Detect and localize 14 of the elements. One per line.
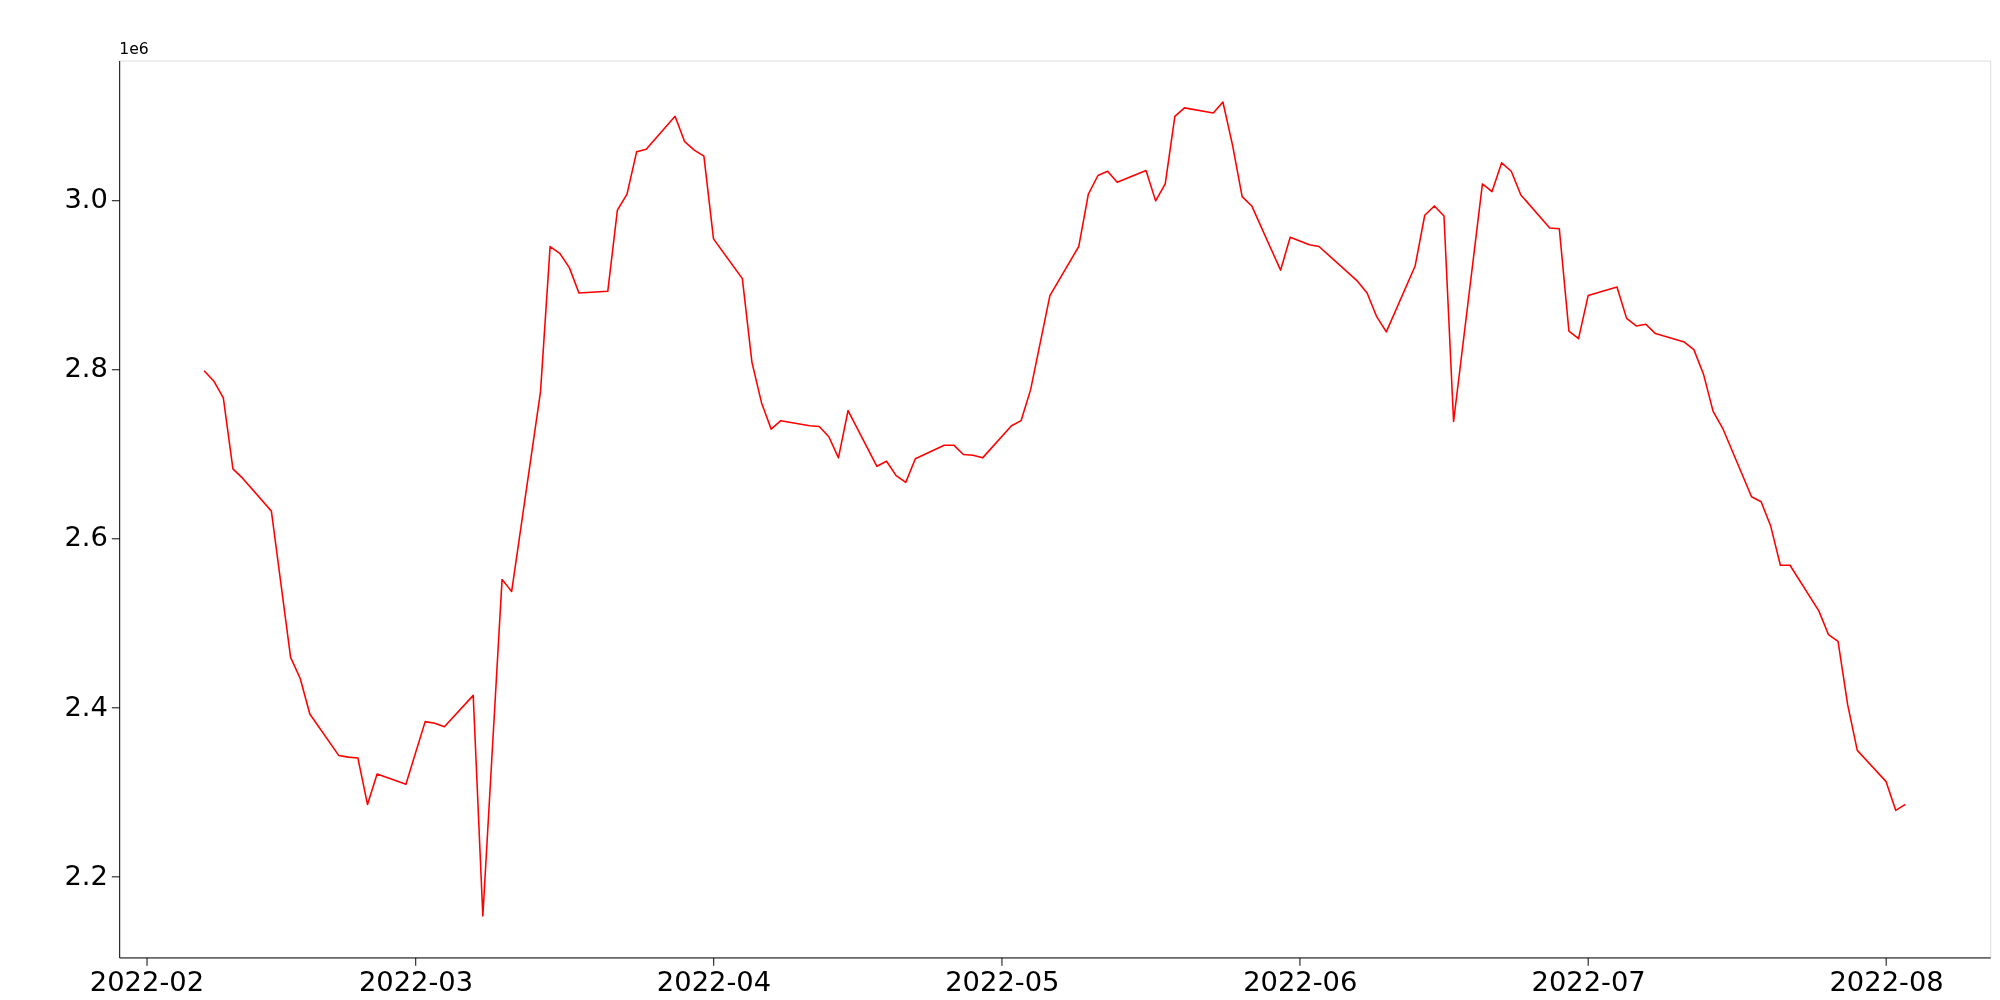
x-tick-label: 2022-08 [1829,966,1944,998]
y-tick-label: 2.4 [64,690,108,722]
x-tick-label: 2022-07 [1531,966,1646,998]
x-tick-label: 2022-03 [358,966,474,998]
x-tick-label: 2022-06 [1243,966,1358,998]
y-tick-label: 2.2 [64,859,108,891]
x-tick-label: 2022-05 [945,966,1060,998]
y-tick-label: 2.6 [64,521,108,553]
line-series [203,101,1907,917]
y-tick-label: 2.8 [64,352,108,384]
text: 1e6 [119,38,149,58]
x-tick-label: 2022-04 [656,966,772,998]
x-tick-label: 2022-02 [89,966,205,998]
y-tick-label: 3.0 [64,183,108,215]
